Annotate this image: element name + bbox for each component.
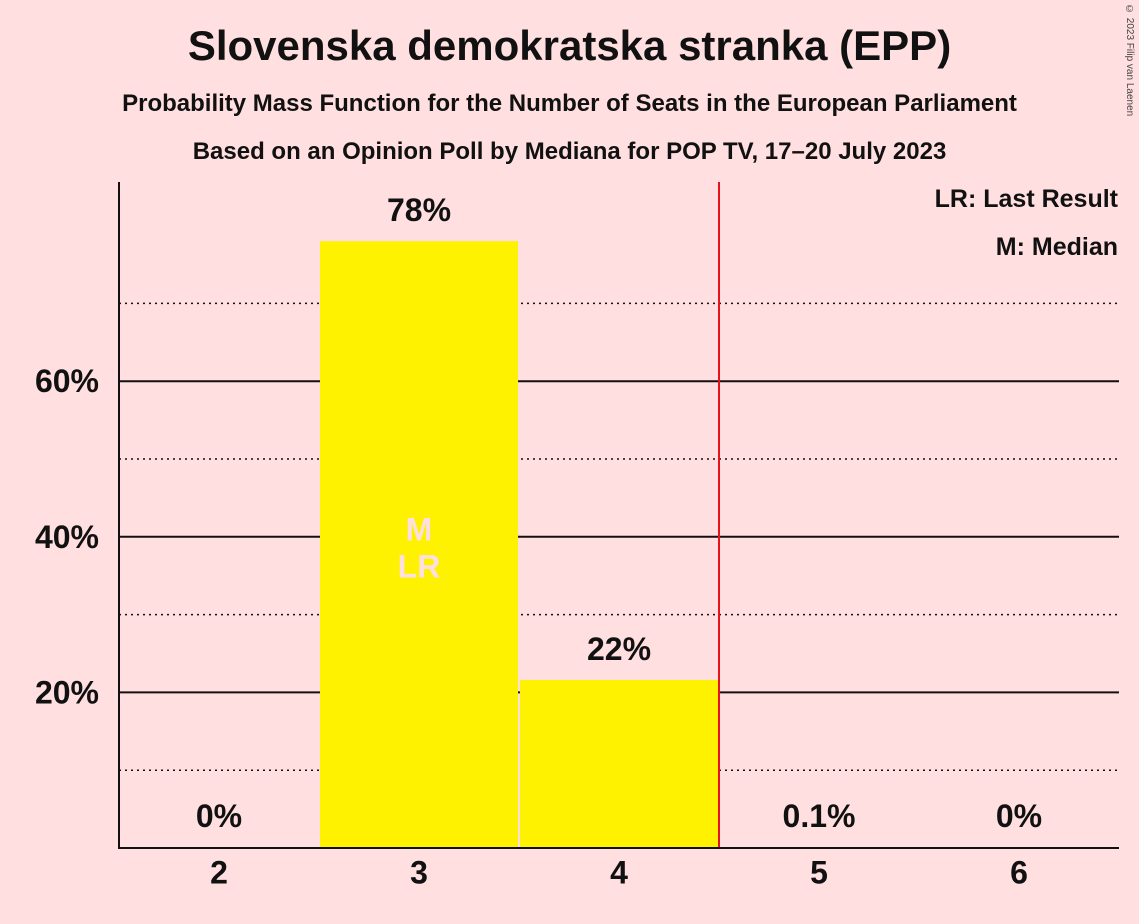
overlay-layer [118, 182, 1119, 849]
chart-title: Slovenska demokratska stranka (EPP) [187, 22, 952, 69]
bar-marker-m: M [406, 512, 433, 548]
data-label: 0.1% [783, 798, 856, 834]
data-label: 0% [996, 798, 1042, 834]
y-tick-label: 20% [35, 674, 99, 710]
x-tick-label: 6 [1010, 854, 1028, 890]
data-label: 0% [196, 798, 242, 834]
y-tick-label: 60% [35, 363, 99, 399]
bar-seat-3 [320, 241, 518, 848]
bar-seat-4 [520, 679, 718, 848]
label-layer: 20% 40% 60% 0% 2 78% 3 MLR 22% 4 0.1% 5 0% 6 [35, 192, 1042, 890]
chart-subtitle: Probability Mass Function for the Number… [122, 90, 1017, 117]
chart-source-line: Based on an Opinion Poll by Mediana for … [192, 138, 947, 165]
x-tick-label: 2 [210, 854, 228, 890]
bar-marker-lr: LR [398, 549, 441, 585]
x-tick-label: 4 [610, 854, 628, 890]
data-label: 78% [387, 192, 451, 228]
legend-median: M: Median [995, 233, 1118, 261]
copyright-notice: © 2023 Filip van Laenen [1124, 4, 1135, 117]
legend-last-result: LR: Last Result [934, 185, 1118, 213]
bar-layer [320, 241, 918, 848]
x-tick-label: 3 [410, 854, 428, 890]
data-label: 22% [587, 631, 651, 667]
x-tick-label: 5 [810, 854, 828, 890]
y-tick-label: 40% [35, 519, 99, 555]
